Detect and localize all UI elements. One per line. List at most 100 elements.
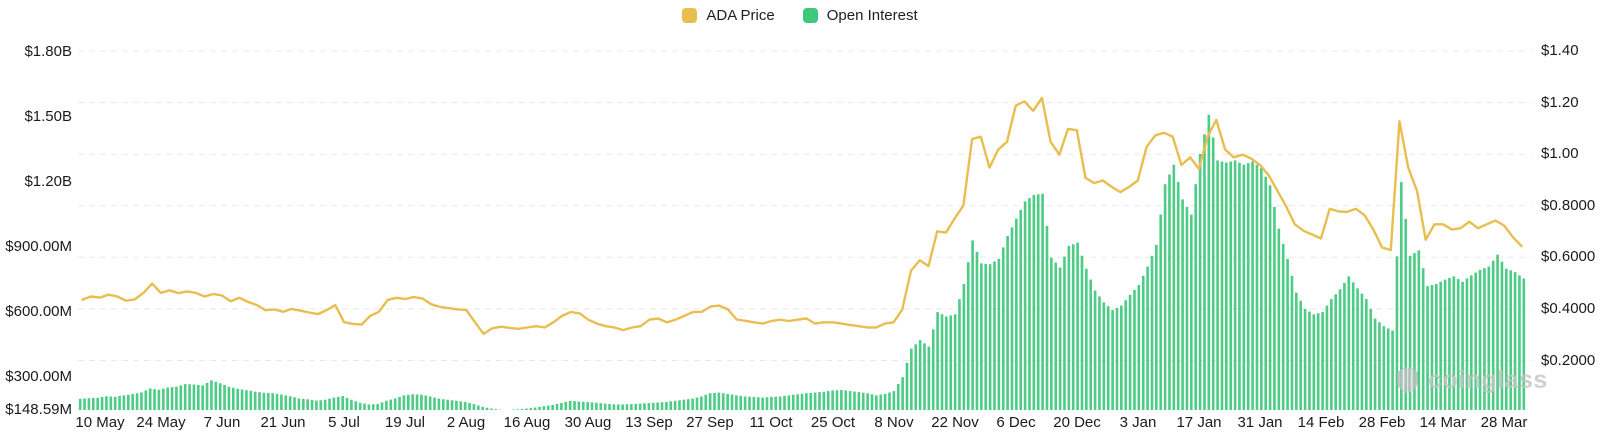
open-interest-bar <box>577 401 581 410</box>
open-interest-bar <box>647 403 651 410</box>
open-interest-bar <box>660 402 664 410</box>
open-interest-bar <box>975 251 979 410</box>
open-interest-bar <box>468 403 471 410</box>
x-axis-tick: 16 Aug <box>503 414 551 431</box>
open-interest-bar <box>472 404 476 410</box>
x-axis-tick: 25 Oct <box>810 414 856 431</box>
open-interest-bar <box>118 396 121 410</box>
open-interest-bar <box>853 391 856 410</box>
open-interest-bar <box>1203 134 1206 411</box>
open-interest-bar <box>988 264 992 410</box>
open-interest-bar <box>1115 307 1119 410</box>
open-interest-bar <box>92 398 95 410</box>
open-interest-bar <box>997 258 1001 410</box>
open-interest-bar <box>306 399 309 410</box>
open-interest-bar <box>1225 162 1228 410</box>
open-interest-bar <box>993 261 996 410</box>
open-interest-bar <box>1159 214 1163 410</box>
open-interest-bar <box>354 401 358 410</box>
open-interest-bar <box>1137 285 1141 410</box>
open-interest-bar <box>363 403 366 410</box>
open-interest-bar <box>953 314 957 410</box>
open-interest-bar <box>883 393 887 410</box>
open-interest-bar <box>424 395 428 410</box>
open-interest-bar <box>665 401 668 410</box>
open-interest-bar <box>1006 236 1009 410</box>
open-interest-bar <box>1443 279 1447 410</box>
open-interest-bar <box>450 400 454 410</box>
right-axis-tick: $0.8000 <box>1541 197 1596 214</box>
open-interest-bar <box>1198 153 1202 410</box>
open-interest-bar <box>249 390 253 410</box>
open-interest-bar <box>1185 207 1189 410</box>
legend-item-open-interest[interactable]: Open Interest <box>802 7 918 24</box>
open-interest-bar <box>717 392 721 410</box>
open-interest-bar <box>1155 244 1158 410</box>
open-interest-bar <box>826 391 830 410</box>
open-interest-bar <box>678 400 681 410</box>
legend-item-ada-price[interactable]: ADA Price <box>682 7 775 24</box>
open-interest-bar <box>380 402 384 410</box>
open-interest-bar <box>945 316 948 410</box>
open-interest-bar <box>87 398 91 410</box>
right-axis-tick: $0.6000 <box>1541 248 1596 265</box>
open-interest-bar <box>1325 305 1329 410</box>
ada-price-swatch-icon <box>682 8 698 23</box>
open-interest-bar <box>1518 275 1521 410</box>
open-interest-bar <box>888 392 891 410</box>
open-interest-bar <box>183 384 187 410</box>
open-interest-bar <box>96 397 99 410</box>
open-interest-bar <box>358 402 362 410</box>
open-interest-bar <box>861 392 865 410</box>
open-interest-bar <box>1417 250 1421 410</box>
open-interest-bar <box>568 400 572 410</box>
x-axis-tick: 7 Jun <box>203 414 241 431</box>
x-axis-tick: 28 Mar <box>1480 414 1528 431</box>
open-interest-bar <box>218 383 222 410</box>
left-axis-tick: $300.00M <box>5 368 72 385</box>
open-interest-bar <box>113 396 117 410</box>
open-interest-bar <box>940 314 944 410</box>
open-interest-bar <box>1500 261 1504 410</box>
open-interest-bar <box>301 398 305 410</box>
open-interest-bar <box>1522 278 1526 410</box>
open-interest-bar <box>1176 182 1180 410</box>
open-interest-bar <box>446 399 449 410</box>
x-axis-tick: 8 Nov <box>874 414 914 431</box>
x-axis-tick: 21 Jun <box>260 414 306 431</box>
open-interest-bar <box>1080 255 1084 410</box>
open-interest-bar <box>756 397 760 410</box>
open-interest-bar <box>1378 322 1381 410</box>
open-interest-bar <box>398 396 401 410</box>
open-interest-bar <box>1382 326 1386 410</box>
open-interest-bar <box>231 387 235 410</box>
open-interest-bar <box>1246 163 1250 410</box>
open-interest-bar <box>328 398 331 410</box>
open-interest-bar <box>1290 275 1294 410</box>
left-axis-tick: $900.00M <box>5 238 72 255</box>
open-interest-bar <box>1058 267 1062 410</box>
open-interest-bar <box>1286 259 1289 410</box>
open-interest-bar <box>704 394 708 410</box>
open-interest-bar <box>271 393 274 410</box>
open-interest-bar <box>1019 210 1023 410</box>
right-axis-tick: $1.00 <box>1541 145 1579 162</box>
open-interest-bar <box>726 393 729 410</box>
open-interest-bar <box>787 395 791 410</box>
open-interest-bar <box>1032 194 1036 410</box>
open-interest-bar <box>520 408 524 410</box>
open-interest-bar <box>153 389 156 410</box>
open-interest-bar <box>923 343 926 410</box>
open-interest-bar <box>288 396 292 410</box>
open-interest-bar <box>1207 114 1211 410</box>
open-interest-bar <box>529 408 533 410</box>
open-interest-bar <box>1321 312 1324 410</box>
open-interest-bar <box>848 391 852 410</box>
left-axis-tick: $1.20B <box>24 173 72 190</box>
open-interest-bar <box>341 396 344 410</box>
ada-price-line <box>81 96 1523 336</box>
open-interest-bar <box>1168 174 1171 410</box>
open-interest-bar <box>1085 268 1088 410</box>
